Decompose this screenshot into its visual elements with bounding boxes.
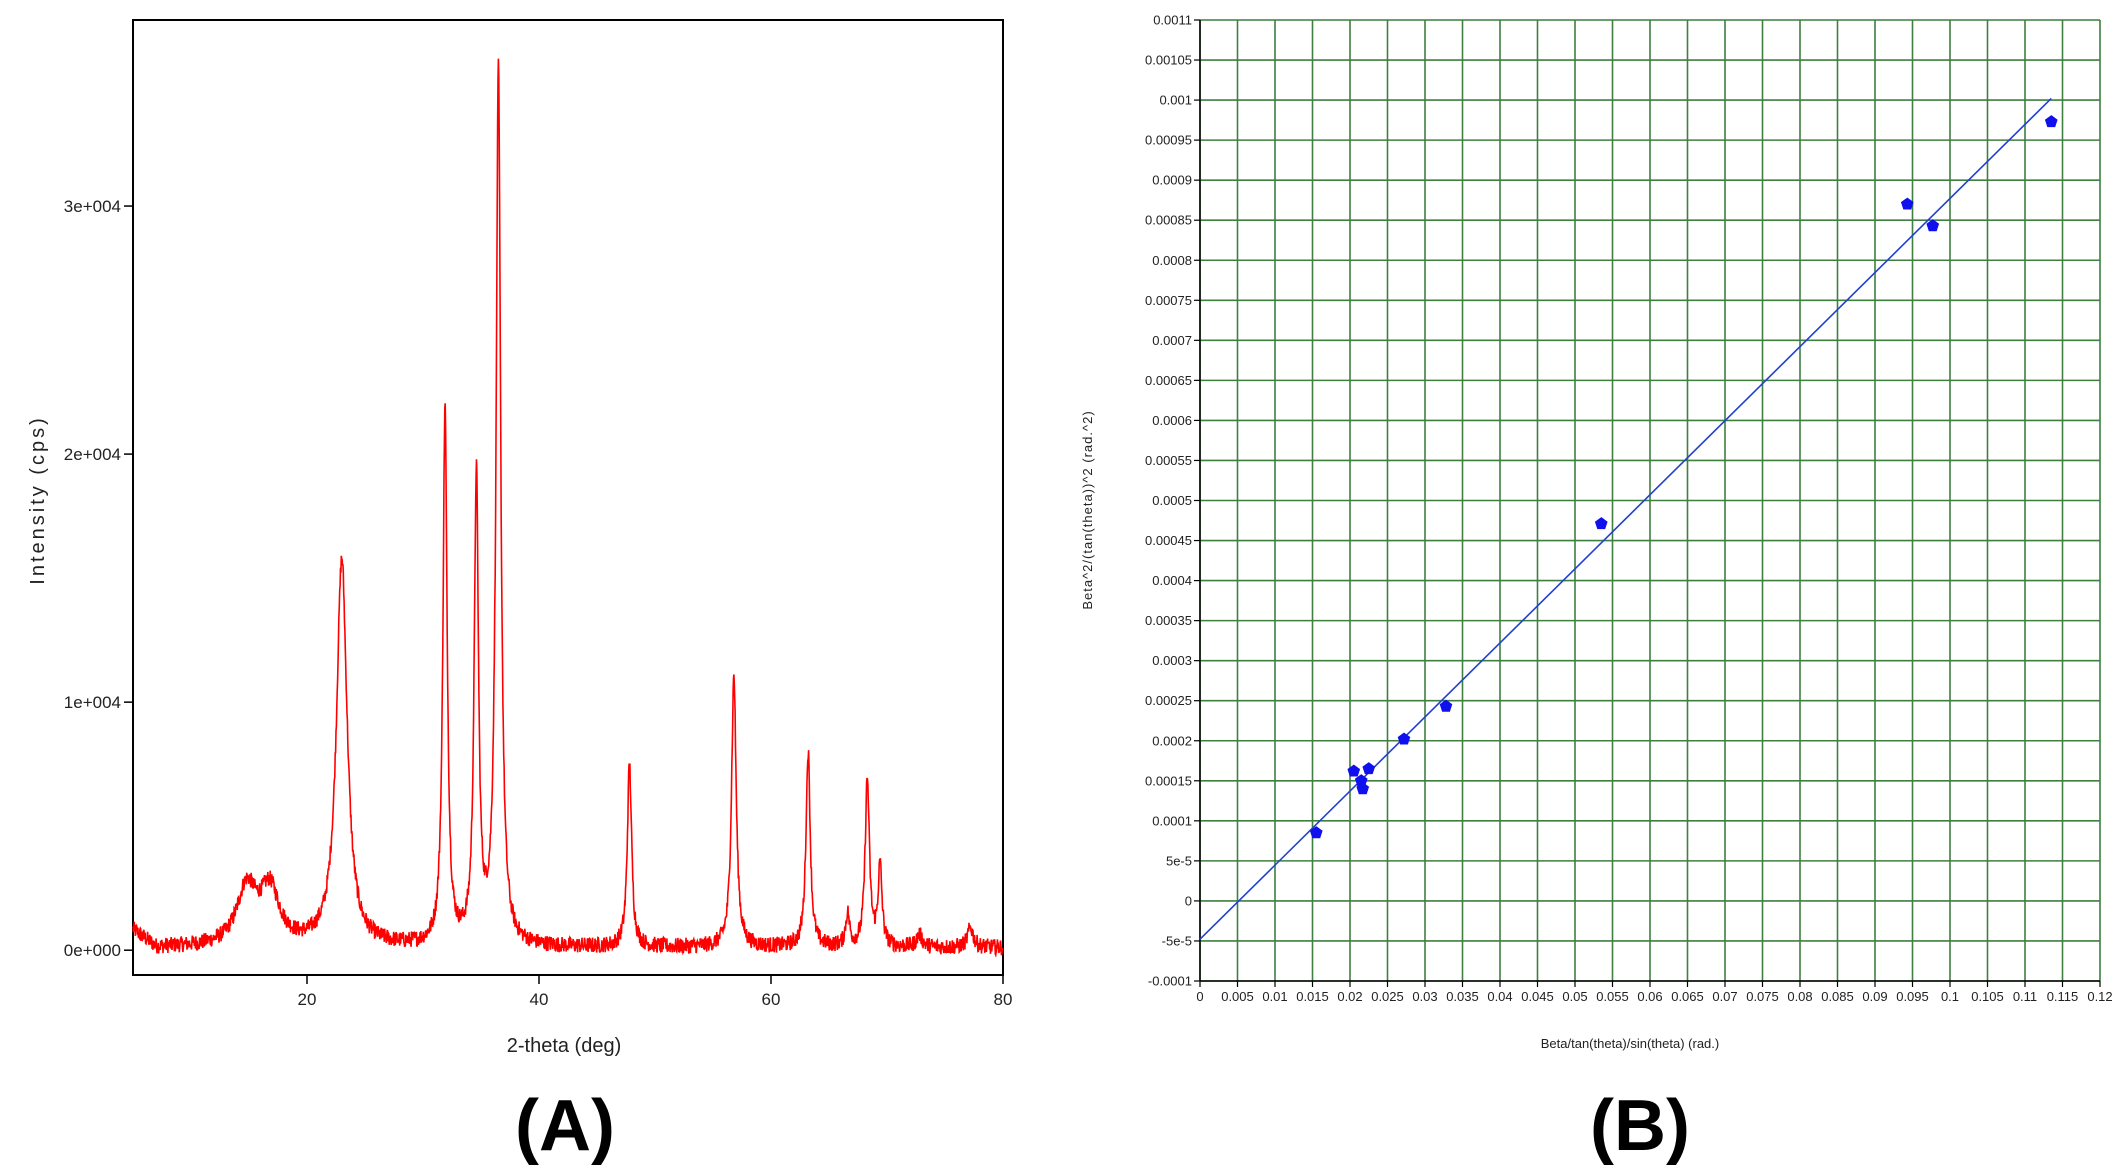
chart-b-y-tick-label: 0.0003 [1152, 653, 1192, 668]
chart-b-data-point [1356, 782, 1370, 795]
chart-b-x-tick-label: 0.015 [1296, 989, 1329, 1004]
chart-b-ticks: 0 0.005 0.01 0.015 0.02 0.025 0.03 0.035 0.04 0.0… [1145, 13, 2113, 1005]
chart-b-x-tick-label: 0.11 [2013, 989, 2037, 1004]
chart-a-x-axis-title: 2-theta (deg) [507, 1035, 622, 1057]
chart-b-y-tick-label: 0.00055 [1145, 453, 1192, 468]
chart-b-y-tick-label: 0.00035 [1145, 613, 1192, 628]
chart-b-x-tick-label: 0.105 [1971, 989, 2004, 1004]
chart-b-x-tick-label: 0.01 [1262, 989, 1287, 1004]
chart-a-y-tick-label: 2e+004 [64, 445, 121, 464]
xrd-pattern-chart: 20 40 60 80 0e+000 1e+004 2e+004 3e+004 2-theta… [27, 19, 1013, 1166]
chart-b-x-tick-label: 0.005 [1221, 989, 1254, 1004]
chart-b-y-tick-label: -0.0001 [1148, 974, 1192, 989]
chart-b-data-point [1362, 762, 1376, 775]
chart-b-data-point [1439, 699, 1453, 712]
chart-b-x-tick-label: 0.06 [1637, 989, 1662, 1004]
chart-b-data-point [1397, 732, 1411, 745]
chart-b-data-point [1347, 764, 1361, 777]
chart-b-x-tick-label: 0.1 [1941, 989, 1959, 1004]
chart-b-x-tick-label: 0.02 [1337, 989, 1362, 1004]
chart-b-data-point [1594, 517, 1608, 530]
chart-b-y-tick-label: 0.00065 [1145, 373, 1192, 388]
chart-b-y-tick-label: 0.0004 [1152, 573, 1192, 588]
chart-b-fit-line [1199, 97, 2052, 940]
chart-b-x-tick-label: 0.08 [1787, 989, 1812, 1004]
chart-b-points [1309, 115, 2058, 839]
chart-b-y-tick-label: 0.00025 [1145, 693, 1192, 708]
chart-b-y-tick-label: 0.0009 [1152, 173, 1192, 188]
chart-b-x-tick-label: 0.03 [1412, 989, 1437, 1004]
chart-b-y-tick-label: 0.00075 [1145, 293, 1192, 308]
chart-a-x-tick-label: 80 [994, 990, 1013, 1009]
chart-b-y-tick-label: 0.001 [1159, 93, 1192, 108]
chart-a-xrd-line [132, 58, 1004, 958]
chart-a-y-tick-label: 0e+000 [64, 941, 121, 960]
chart-b-y-tick-label: 0.0007 [1152, 333, 1192, 348]
chart-b-y-tick-label: 0.0002 [1152, 733, 1192, 748]
chart-b-y-axis-title: Beta^2/(tan(theta))^2 (rad.^2) [1080, 410, 1095, 609]
chart-b-y-tick-label: 0.0011 [1153, 13, 1192, 28]
chart-a-y-axis-title: Intensity (cps) [27, 415, 49, 584]
chart-b-data-point [1900, 197, 1914, 210]
chart-b-x-tick-label: 0.055 [1596, 989, 1629, 1004]
chart-b-x-tick-label: 0.025 [1371, 989, 1404, 1004]
chart-b-y-tick-label: 0.0005 [1152, 493, 1192, 508]
chart-a-x-tick-label: 20 [298, 990, 317, 1009]
williamson-hall-chart: 0 0.005 0.01 0.015 0.02 0.025 0.03 0.035 0.04 0.0… [1080, 13, 2113, 1167]
chart-b-y-tick-label: 0.00105 [1145, 53, 1192, 68]
chart-b-y-tick-label: 0.0001 [1152, 813, 1192, 828]
chart-b-x-tick-label: 0.12 [2087, 989, 2112, 1004]
chart-b-x-axis-title: Beta/tan(theta)/sin(theta) (rad.) [1541, 1036, 1719, 1051]
chart-a-y-tick-label: 3e+004 [64, 197, 121, 216]
panel-label-a: (A) [515, 1086, 615, 1166]
chart-a-plot-frame [132, 19, 1004, 976]
chart-b-y-tick-label: 0.00085 [1145, 213, 1192, 228]
chart-b-y-tick-label: 0.00015 [1145, 773, 1192, 788]
chart-b-x-tick-label: 0.115 [2047, 989, 2079, 1004]
chart-a-y-tick-label: 1e+004 [64, 693, 121, 712]
chart-a-x-tick-label: 40 [530, 990, 549, 1009]
chart-b-x-tick-label: 0.04 [1487, 989, 1512, 1004]
chart-b-x-tick-label: 0.09 [1862, 989, 1887, 1004]
chart-b-x-tick-label: 0.07 [1712, 989, 1737, 1004]
chart-b-y-tick-label: 0.0006 [1152, 413, 1192, 428]
chart-b-y-tick-label: 0.00095 [1145, 133, 1192, 148]
panel-label-b: (B) [1590, 1086, 1690, 1166]
chart-b-x-tick-label: 0.075 [1746, 989, 1779, 1004]
chart-b-data-point [1926, 219, 1940, 232]
chart-b-y-tick-label: 0 [1185, 893, 1192, 908]
chart-b-y-tick-label: 5e-5 [1166, 853, 1192, 868]
chart-b-x-tick-label: 0.045 [1521, 989, 1554, 1004]
chart-b-y-tick-label: 0.0008 [1152, 253, 1192, 268]
chart-b-x-tick-label: 0.05 [1562, 989, 1587, 1004]
chart-b-data-point [1309, 826, 1323, 839]
chart-a-ticks: 20 40 60 80 0e+000 1e+004 2e+004 3e+004 [64, 197, 1013, 1009]
chart-b-y-tick-label: 0.00045 [1145, 533, 1192, 548]
chart-a-x-tick-label: 60 [762, 990, 781, 1009]
chart-b-x-tick-label: 0.035 [1446, 989, 1479, 1004]
chart-b-y-tick-label: -5e-5 [1162, 933, 1192, 948]
chart-b-x-tick-label: 0.095 [1896, 989, 1929, 1004]
chart-b-x-tick-label: 0.085 [1821, 989, 1854, 1004]
chart-b-data-point [2044, 115, 2058, 128]
chart-b-x-tick-label: 0.065 [1671, 989, 1704, 1004]
chart-b-x-tick-label: 0 [1196, 989, 1203, 1004]
